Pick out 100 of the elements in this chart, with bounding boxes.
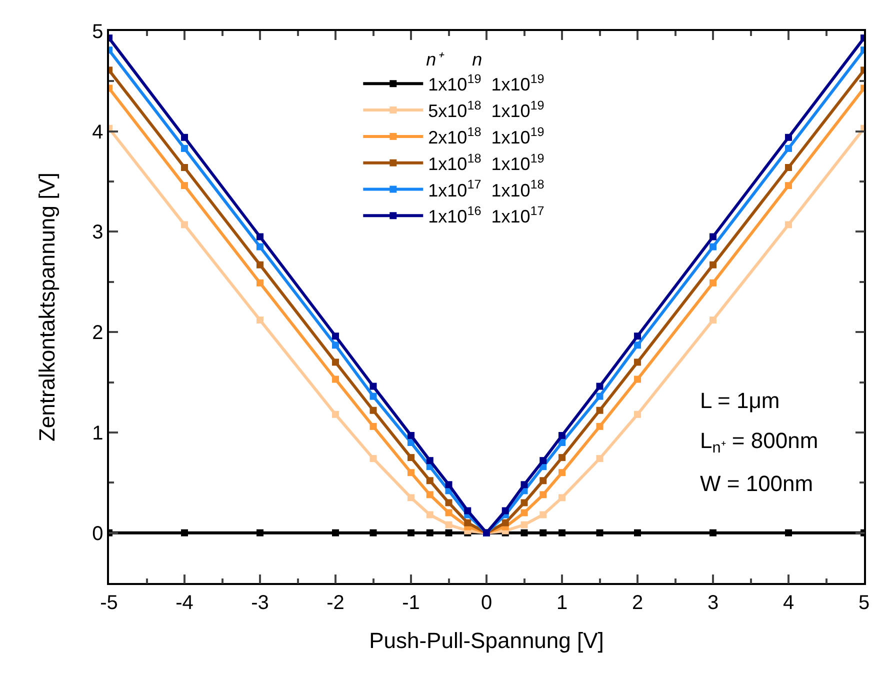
point xyxy=(540,511,547,518)
point xyxy=(181,144,188,152)
point xyxy=(408,494,414,502)
point xyxy=(596,455,604,462)
point xyxy=(520,509,528,516)
point xyxy=(785,529,792,536)
x-tick-label: 5 xyxy=(858,592,870,614)
legend-label: 1x10$^{19}$ 1x10$^{19}$ xyxy=(428,72,544,95)
point xyxy=(181,164,188,171)
point xyxy=(558,469,566,476)
point xyxy=(710,279,716,286)
point xyxy=(558,432,566,439)
y-tick-label: 4 xyxy=(92,121,104,144)
x-tick-label: -4 xyxy=(176,592,194,614)
point xyxy=(445,481,452,488)
point xyxy=(408,432,414,439)
point xyxy=(596,422,604,430)
point xyxy=(256,233,264,240)
point xyxy=(710,316,716,324)
point xyxy=(256,243,264,250)
point xyxy=(558,529,566,536)
legend-label: 2x10$^{18}$ 1x10$^{19}$ xyxy=(428,124,544,148)
point xyxy=(596,392,604,400)
point xyxy=(332,342,339,349)
point xyxy=(520,499,528,506)
point xyxy=(464,507,472,514)
point xyxy=(332,410,339,418)
point xyxy=(540,477,547,484)
point xyxy=(181,529,188,536)
point xyxy=(502,519,509,526)
x-tick-label: -2 xyxy=(326,592,344,614)
point xyxy=(426,491,434,498)
point xyxy=(256,316,264,324)
point xyxy=(370,382,377,390)
point xyxy=(370,455,377,462)
point xyxy=(445,529,452,536)
point xyxy=(634,358,641,366)
point xyxy=(426,529,434,536)
point xyxy=(520,521,528,528)
point xyxy=(540,457,547,464)
point xyxy=(634,410,641,418)
y-tick-label: 0 xyxy=(92,522,104,545)
point xyxy=(710,243,716,250)
point xyxy=(710,233,716,240)
point xyxy=(634,332,641,340)
point xyxy=(710,261,716,268)
point xyxy=(596,406,604,414)
point xyxy=(540,491,547,498)
point xyxy=(256,279,264,286)
x-axis-title: Push-Pull-Spannung [V] xyxy=(369,628,604,654)
point xyxy=(520,529,528,536)
y-tick-label: 1 xyxy=(92,422,104,444)
point xyxy=(426,457,434,464)
point xyxy=(408,529,414,536)
point xyxy=(370,529,377,536)
point xyxy=(596,382,604,390)
point xyxy=(785,144,792,152)
point xyxy=(558,494,566,502)
point xyxy=(785,182,792,190)
point xyxy=(181,221,188,228)
point xyxy=(634,376,641,383)
x-tick-label: 3 xyxy=(707,592,719,614)
point xyxy=(634,342,641,349)
point xyxy=(370,392,377,400)
point xyxy=(785,164,792,171)
y-tick-label: 2 xyxy=(92,322,104,344)
x-tick-label: 1 xyxy=(556,592,568,614)
point xyxy=(256,261,264,268)
legend-title: n⁺ n xyxy=(426,49,482,70)
point xyxy=(332,376,339,383)
point xyxy=(332,529,339,536)
x-tick-label: -3 xyxy=(251,592,269,614)
x-tick-label: 2 xyxy=(632,592,644,614)
point xyxy=(558,454,566,462)
x-tick-label: 0 xyxy=(480,592,492,614)
point xyxy=(445,499,452,506)
y-axis-title: Zentralkontaktspannung [V] xyxy=(34,172,60,442)
point xyxy=(445,521,452,528)
point xyxy=(370,406,377,414)
point xyxy=(181,134,188,141)
point xyxy=(785,134,792,141)
x-tick-label: 4 xyxy=(782,592,794,614)
legend-label: 5x10$^{18}$ 1x10$^{19}$ xyxy=(428,98,544,122)
point xyxy=(408,469,414,476)
y-tick-label: 5 xyxy=(92,21,104,43)
point xyxy=(445,509,452,516)
point xyxy=(710,529,716,536)
point xyxy=(332,332,339,340)
point xyxy=(540,529,547,536)
point xyxy=(370,422,377,430)
point xyxy=(256,529,264,536)
legend-label: 1x10$^{17}$ 1x10$^{18}$ xyxy=(428,178,544,200)
point xyxy=(408,454,414,462)
y-tick-label: 3 xyxy=(92,222,104,244)
point xyxy=(464,519,472,526)
annotation: W = 100nm xyxy=(700,471,814,496)
point xyxy=(634,529,641,536)
point xyxy=(181,182,188,190)
point xyxy=(520,481,528,488)
legend-label: 1x10$^{18}$ 1x10$^{19}$ xyxy=(428,151,544,174)
